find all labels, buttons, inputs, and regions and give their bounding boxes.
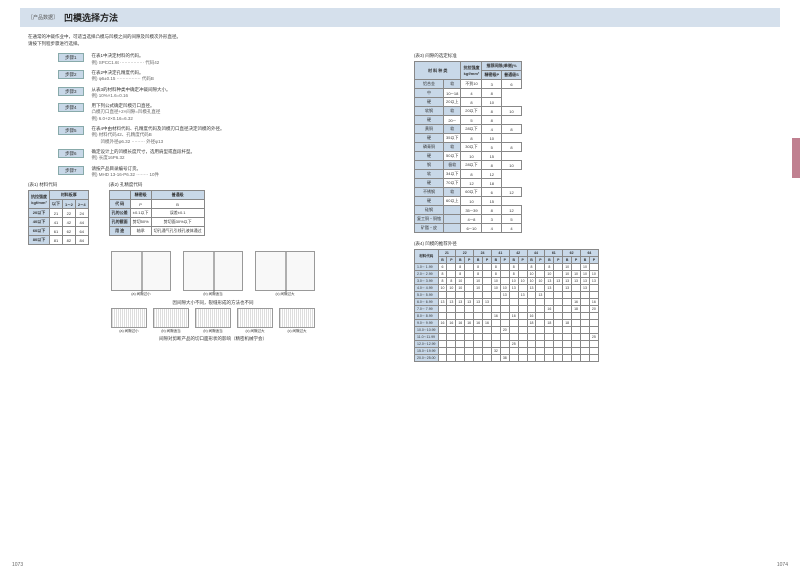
page-left: 1073 (12, 562, 23, 568)
page-right: 1074 (777, 562, 788, 568)
side-tab (792, 138, 800, 178)
table4: 材料代码212224414244616264BPBPBPBPBPBPBPBPBP… (414, 249, 599, 362)
table2-wrap: (表2) 孔精度代码 精密级普通级代 码PB孔的公差±0.1以下误差±0.1孔的… (109, 182, 205, 245)
intro-text: 在通常的冲裁作业中，可适当选择凸模与凹模之间的间隙及凹模次外形直径。 请按下列程… (28, 33, 772, 47)
steps-list: 步骤1在表1中决定材料的代码。例) SPCC1.6t ·············… (58, 53, 398, 178)
header-tag: ［产品数据］ (28, 14, 58, 21)
header-title: 凹模选择方法 (64, 11, 118, 24)
table4-title: (表4) 凹模的推荐外径 (414, 241, 772, 247)
diagram-clearance: (a) 间隙过小 (b) 间隙适当 (c) 间隙过大 因间隙大小不同，裂缝形成的… (28, 251, 398, 342)
table3-title: (表3) 间隙的选定标准 (414, 53, 772, 59)
table1-wrap: (表1) 材料代码 抗拉强度kgf/mm²材料板厚以下1∼22∼420以下212… (28, 182, 89, 245)
table3: 材 料 种 类抗拉强度kgf/mm²推荐间隙(单侧)%精密级P普通级S铝合金软不… (414, 61, 522, 233)
